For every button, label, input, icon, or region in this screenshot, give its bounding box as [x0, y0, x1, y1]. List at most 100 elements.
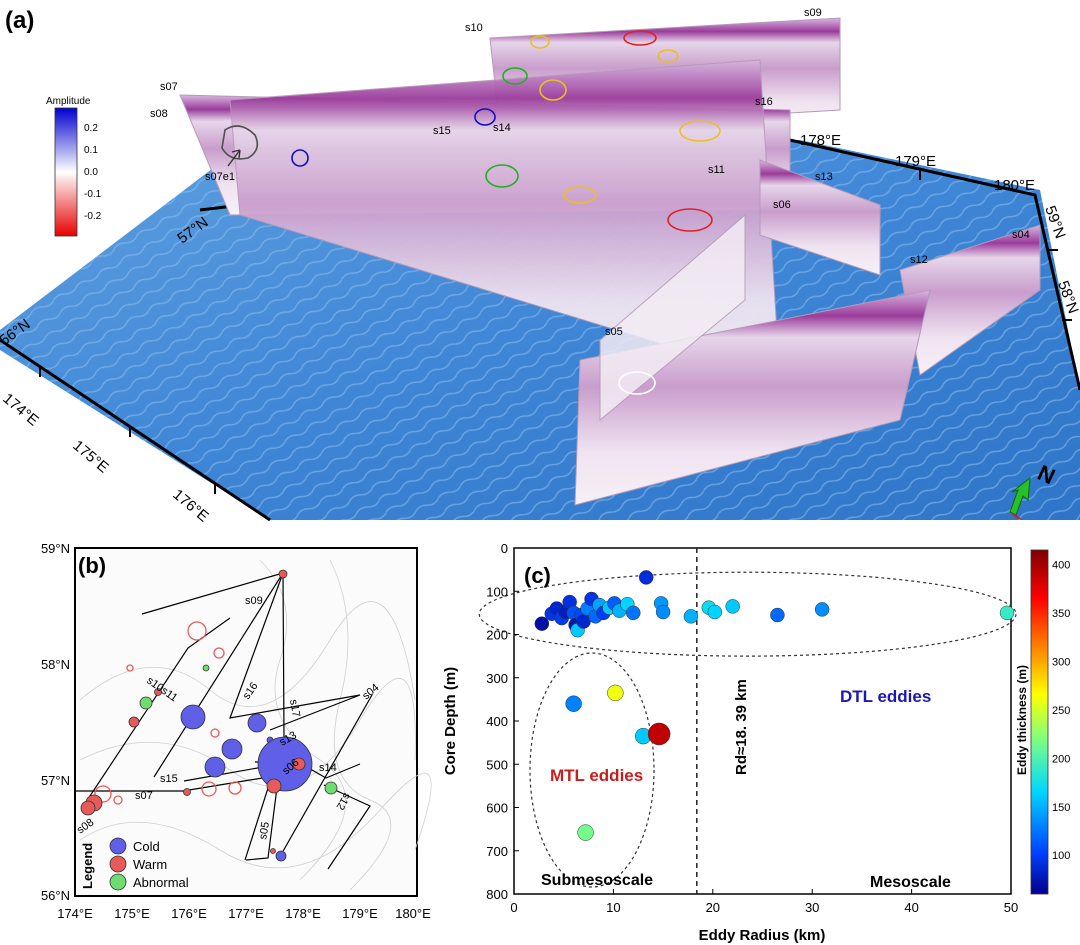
- mtl-eddies-label: MTL eddies: [550, 766, 643, 785]
- eddy-marker: [80, 800, 96, 816]
- section-label: s12: [910, 254, 928, 266]
- scatter-point: [770, 607, 785, 623]
- seismic-section-s13: [759, 159, 881, 276]
- eddy-marker: [247, 713, 267, 733]
- panel-b-eddies: [80, 569, 338, 862]
- lon-label: 178°E: [800, 132, 841, 149]
- scatter-points: [534, 570, 1015, 841]
- seismic-section-s05: [599, 213, 746, 422]
- x-tick: 174°E: [57, 906, 93, 921]
- y-tick-label: 600: [486, 801, 508, 816]
- section-label: s04: [1012, 229, 1030, 241]
- mesoscale-label: Mesoscale: [870, 874, 951, 891]
- legend-swatch-cold: [109, 837, 127, 855]
- section-label: s07: [135, 790, 153, 802]
- y-tick-label: 400: [486, 714, 508, 729]
- x-tick: 177°E: [228, 906, 264, 921]
- amplitude-tick: -0.1: [84, 189, 102, 200]
- eddy-marker: [187, 621, 207, 641]
- thickness-colorbar: [1030, 549, 1049, 895]
- eddy-marker: [128, 716, 140, 728]
- eddy-marker: [228, 781, 242, 795]
- panel-c-y-label: Core Depth (m): [442, 667, 459, 775]
- section-label: s05: [605, 326, 623, 338]
- lon-label: 176°E: [169, 486, 211, 525]
- amplitude-colorbar: [54, 107, 78, 237]
- section-label: s10: [465, 22, 483, 34]
- eddy-marker: [221, 738, 243, 760]
- section-label: s07: [160, 81, 178, 93]
- scatter-point: [565, 695, 582, 712]
- scatter-point: [999, 605, 1015, 621]
- x-tick-label: 50: [1004, 900, 1018, 915]
- amplitude-tick: 0.2: [84, 123, 98, 134]
- x-tick-label: 20: [706, 900, 720, 915]
- lon-label: 180°E: [994, 177, 1035, 194]
- rd-label: Rd≈18. 39 km: [733, 679, 750, 775]
- eddy-marker: [270, 848, 276, 854]
- section-label: s09: [804, 7, 822, 19]
- legend-label: Abnormal: [133, 875, 189, 890]
- eddy-marker: [292, 757, 306, 771]
- thickness-colorbar-ticks: 100 150 200 250 300 350 400: [1052, 560, 1070, 863]
- eddy-marker: [139, 696, 153, 710]
- x-tick-label: 0: [510, 900, 517, 915]
- eddy-marker: [183, 788, 191, 796]
- eddy-marker: [266, 778, 282, 794]
- y-tick: 57°N: [41, 773, 70, 788]
- section-label: s06: [773, 199, 791, 211]
- panel-a-label: (a): [5, 7, 34, 34]
- panel-b-x-ticks: 174°E 175°E 176°E 177°E 178°E 179°E 180°…: [57, 906, 431, 921]
- section-label: s14: [493, 122, 511, 134]
- legend-title: Legend: [80, 843, 95, 889]
- panel-c-x-ticks: 0 10 20 30 40 50: [510, 889, 1018, 915]
- y-tick-label: 800: [486, 887, 508, 902]
- legend-label: Warm: [133, 857, 167, 872]
- legend-label: Cold: [133, 839, 160, 854]
- section-label: s15: [433, 125, 451, 137]
- scatter-point: [707, 604, 723, 620]
- eddy-marker: [202, 664, 210, 672]
- colorbar-tick-label: 200: [1052, 753, 1070, 765]
- amplitude-colorbar-ticks: 0.2 0.1 0.0 -0.1 -0.2: [84, 123, 102, 222]
- eddy-marker: [180, 704, 206, 730]
- panel-b-legend: Legend Cold Warm Abnormal: [80, 837, 189, 891]
- y-tick: 59°N: [41, 541, 70, 556]
- eddy-marker: [113, 795, 123, 805]
- amplitude-colorbar-title: Amplitude: [46, 96, 91, 107]
- scatter-point: [626, 605, 641, 621]
- x-tick: 180°E: [395, 906, 431, 921]
- section-label: s13: [815, 171, 833, 183]
- legend-swatch-abnormal: [109, 873, 127, 891]
- scatter-point: [638, 570, 654, 585]
- panel-a-section-labels: s10 s09 s07 s08 s16 s15 s14 s13 s11 s06 …: [150, 7, 1030, 338]
- section-label: s09: [245, 595, 263, 607]
- y-tick-label: 200: [486, 628, 508, 643]
- legend-swatch-warm: [109, 855, 127, 873]
- y-tick-label: 700: [486, 844, 508, 859]
- eddy-marker: [154, 688, 162, 696]
- y-tick-label: 500: [486, 757, 508, 772]
- eddy-outlines-a: [221, 30, 721, 395]
- y-tick-label: 0: [501, 541, 508, 556]
- map-box-frame: [0, 338, 271, 522]
- colorbar-tick-label: 350: [1052, 608, 1070, 620]
- dtl-eddies-label: DTL eddies: [840, 687, 931, 706]
- x-tick: 178°E: [285, 906, 321, 921]
- panel-c: (c) DTL eddies MTL eddies Submesoscale M…: [442, 541, 1070, 944]
- y-tick-label: 300: [486, 671, 508, 686]
- dtl-eddies-region: [478, 571, 1017, 657]
- lon-label: 174°E: [0, 390, 42, 429]
- x-tick-label: 10: [606, 900, 620, 915]
- scatter-point: [607, 684, 624, 702]
- y-tick-label: 100: [486, 584, 508, 599]
- colorbar-tick-label: 250: [1052, 705, 1070, 717]
- eddy-marker: [213, 647, 225, 659]
- eddy-marker: [204, 756, 226, 778]
- mtl-eddies-region: [529, 652, 655, 888]
- section-label: s07e1: [205, 171, 235, 183]
- section-label: s08: [150, 108, 168, 120]
- colorbar-tick-label: 150: [1052, 802, 1070, 814]
- scatter-point: [655, 604, 671, 620]
- x-tick: 176°E: [171, 906, 207, 921]
